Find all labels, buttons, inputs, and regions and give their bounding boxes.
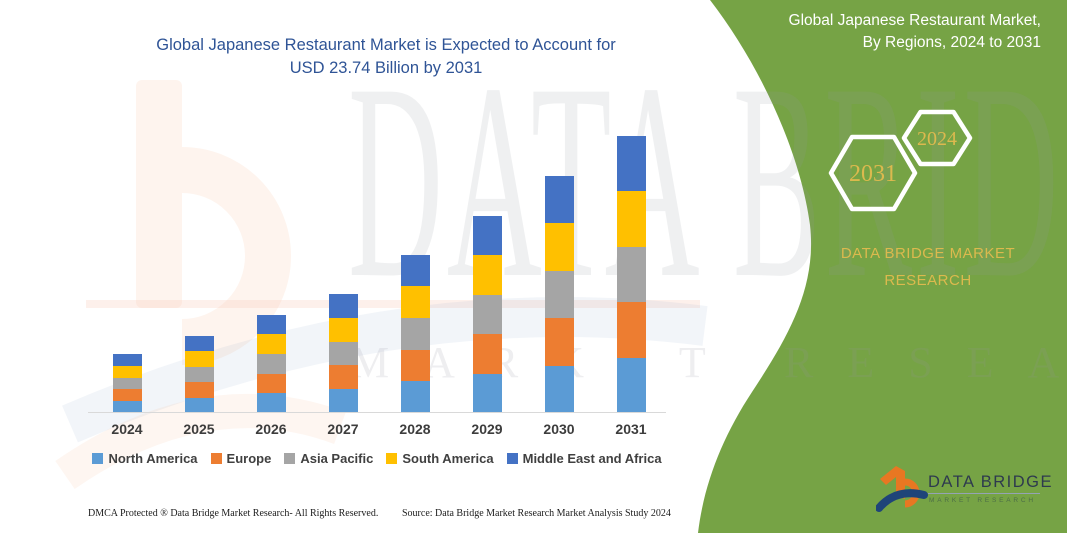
legend-swatch-icon [284, 453, 296, 464]
source-text: Source: Data Bridge Market Research Mark… [402, 508, 671, 519]
bar-segment-2029-europe [472, 334, 502, 374]
legend-label: North America [108, 451, 198, 466]
bar-segment-2027-north-america [328, 389, 358, 413]
hexagon-2024-outline [901, 109, 973, 167]
bar-segment-2029-north-america [472, 373, 502, 413]
bar-segment-2029-asia-pacific [472, 294, 502, 334]
legend-swatch-icon [210, 453, 222, 464]
bar-segment-2025-asia-pacific [184, 366, 214, 382]
logo-wordmark: DATA BRIDGE [928, 473, 1053, 491]
hexagon-2031-label: 2031 [849, 161, 897, 187]
x-axis-label-2024: 2024 [111, 421, 143, 437]
legend-swatch-icon [506, 453, 518, 464]
bar-segment-2025-south-america [184, 351, 214, 367]
plot-area [88, 120, 666, 413]
data-bridge-logo: DATA BRIDGE MARKET RESEARCH [875, 462, 1056, 522]
bar-segment-2031-north-america [616, 357, 646, 413]
stacked-bar-2025 [184, 335, 214, 413]
x-axis-label-2026: 2026 [255, 421, 287, 437]
bar-segment-2026-south-america [256, 334, 286, 354]
stacked-bar-2026 [256, 314, 286, 413]
legend: North America Europe Asia Pacific South Ame… [88, 451, 666, 466]
hexagon-2031-outline [828, 134, 918, 212]
panel-header-line2: By Regions, 2024 to 2031 [862, 34, 1041, 51]
chart-title-line1: Global Japanese Restaurant Market is Exp… [156, 36, 616, 54]
chart-title-line2: USD 23.74 Billion by 2031 [289, 59, 483, 77]
bar-segment-2030-europe [544, 318, 574, 366]
stacked-bar-2027 [328, 294, 358, 413]
legend-swatch-icon [386, 453, 398, 464]
legend-item-europe: Europe [210, 451, 272, 466]
x-axis-label-2027: 2027 [327, 421, 359, 437]
stacked-bar-2030 [544, 175, 574, 413]
bar-segment-2026-europe [256, 373, 286, 394]
bar-segment-2025-north-america [184, 397, 214, 413]
bar-segment-2030-middle-east-and-africa [544, 175, 574, 223]
x-axis-label-2025: 2025 [183, 421, 215, 437]
stacked-bar-2029 [472, 215, 502, 413]
legend-label: Middle East and Africa [522, 451, 662, 466]
bar-segment-2031-south-america [616, 191, 646, 247]
bar-segment-2025-europe [184, 382, 214, 398]
legend-label: Europe [226, 451, 272, 466]
data-bridge-b-swoosh-icon [875, 466, 928, 512]
stacked-bar-2031 [616, 136, 646, 413]
bar-segment-2027-europe [328, 365, 358, 390]
bar-segment-2031-asia-pacific [616, 246, 646, 303]
logo-divider [928, 493, 1040, 494]
x-axis-label-2030: 2030 [543, 421, 575, 437]
bar-segment-2027-middle-east-and-africa [328, 294, 358, 318]
bar-segment-2030-north-america [544, 365, 574, 413]
bar-segment-2031-middle-east-and-africa [616, 136, 646, 192]
bar-segment-2024-middle-east-and-africa [112, 354, 142, 366]
legend-label: Asia Pacific [300, 451, 374, 466]
bar-segment-2028-north-america [400, 381, 430, 413]
legend-item-south-america: South America [386, 451, 494, 466]
chart-title: Global Japanese Restaurant Market is Exp… [150, 34, 622, 80]
hexagon-2024-label: 2024 [917, 128, 957, 150]
bar-segment-2028-europe [400, 349, 430, 382]
bar-segment-2029-south-america [472, 255, 502, 295]
bar-segment-2024-south-america [112, 365, 142, 378]
stacked-bar-2024 [112, 354, 142, 413]
bar-segment-2026-asia-pacific [256, 353, 286, 374]
logo-subtext: MARKET RESEARCH [929, 497, 1036, 504]
bar-segment-2029-middle-east-and-africa [472, 215, 502, 255]
bar-segment-2027-south-america [328, 317, 358, 342]
dmca-copyright-text: DMCA Protected ® Data Bridge Market Rese… [88, 508, 379, 519]
bar-segment-2027-asia-pacific [328, 341, 358, 366]
bar-segment-2026-middle-east-and-africa [256, 314, 286, 335]
hexagon-year-badges: 2031 2024 [828, 109, 973, 212]
legend-item-asia-pacific: Asia Pacific [284, 451, 373, 466]
green-panel-shape [698, 0, 1067, 533]
bar-segment-2024-north-america [112, 401, 142, 413]
bar-segment-2024-europe [112, 389, 142, 402]
bar-segment-2030-asia-pacific [544, 270, 574, 318]
x-axis-labels: 2024 2025 2026 2027 2028 2029 2030 2031 [88, 421, 666, 439]
legend-item-middle-east-and-africa: Middle East and Africa [506, 451, 662, 466]
bar-segment-2025-middle-east-and-africa [184, 335, 214, 351]
bar-segment-2028-asia-pacific [400, 317, 430, 350]
bar-segment-2024-asia-pacific [112, 377, 142, 390]
x-axis-label-2031: 2031 [615, 421, 647, 437]
bar-segment-2030-south-america [544, 223, 574, 271]
panel-header-line1: Global Japanese Restaurant Market, [788, 12, 1041, 29]
bar-segment-2026-north-america [256, 393, 286, 413]
x-axis-label-2028: 2028 [399, 421, 431, 437]
x-axis-line [88, 412, 666, 413]
bar-segment-2028-south-america [400, 286, 430, 318]
legend-label: South America [402, 451, 494, 466]
legend-item-north-america: North America [92, 451, 198, 466]
bar-segment-2028-middle-east-and-africa [400, 254, 430, 287]
panel-header: Global Japanese Restaurant Market, By Re… [701, 10, 1041, 54]
stacked-bar-2028 [400, 254, 430, 413]
x-axis-label-2029: 2029 [471, 421, 503, 437]
panel-brand-text: DATA BRIDGE MARKET RESEARCH [840, 245, 1016, 289]
bar-segment-2031-europe [616, 302, 646, 358]
legend-swatch-icon [92, 453, 104, 464]
